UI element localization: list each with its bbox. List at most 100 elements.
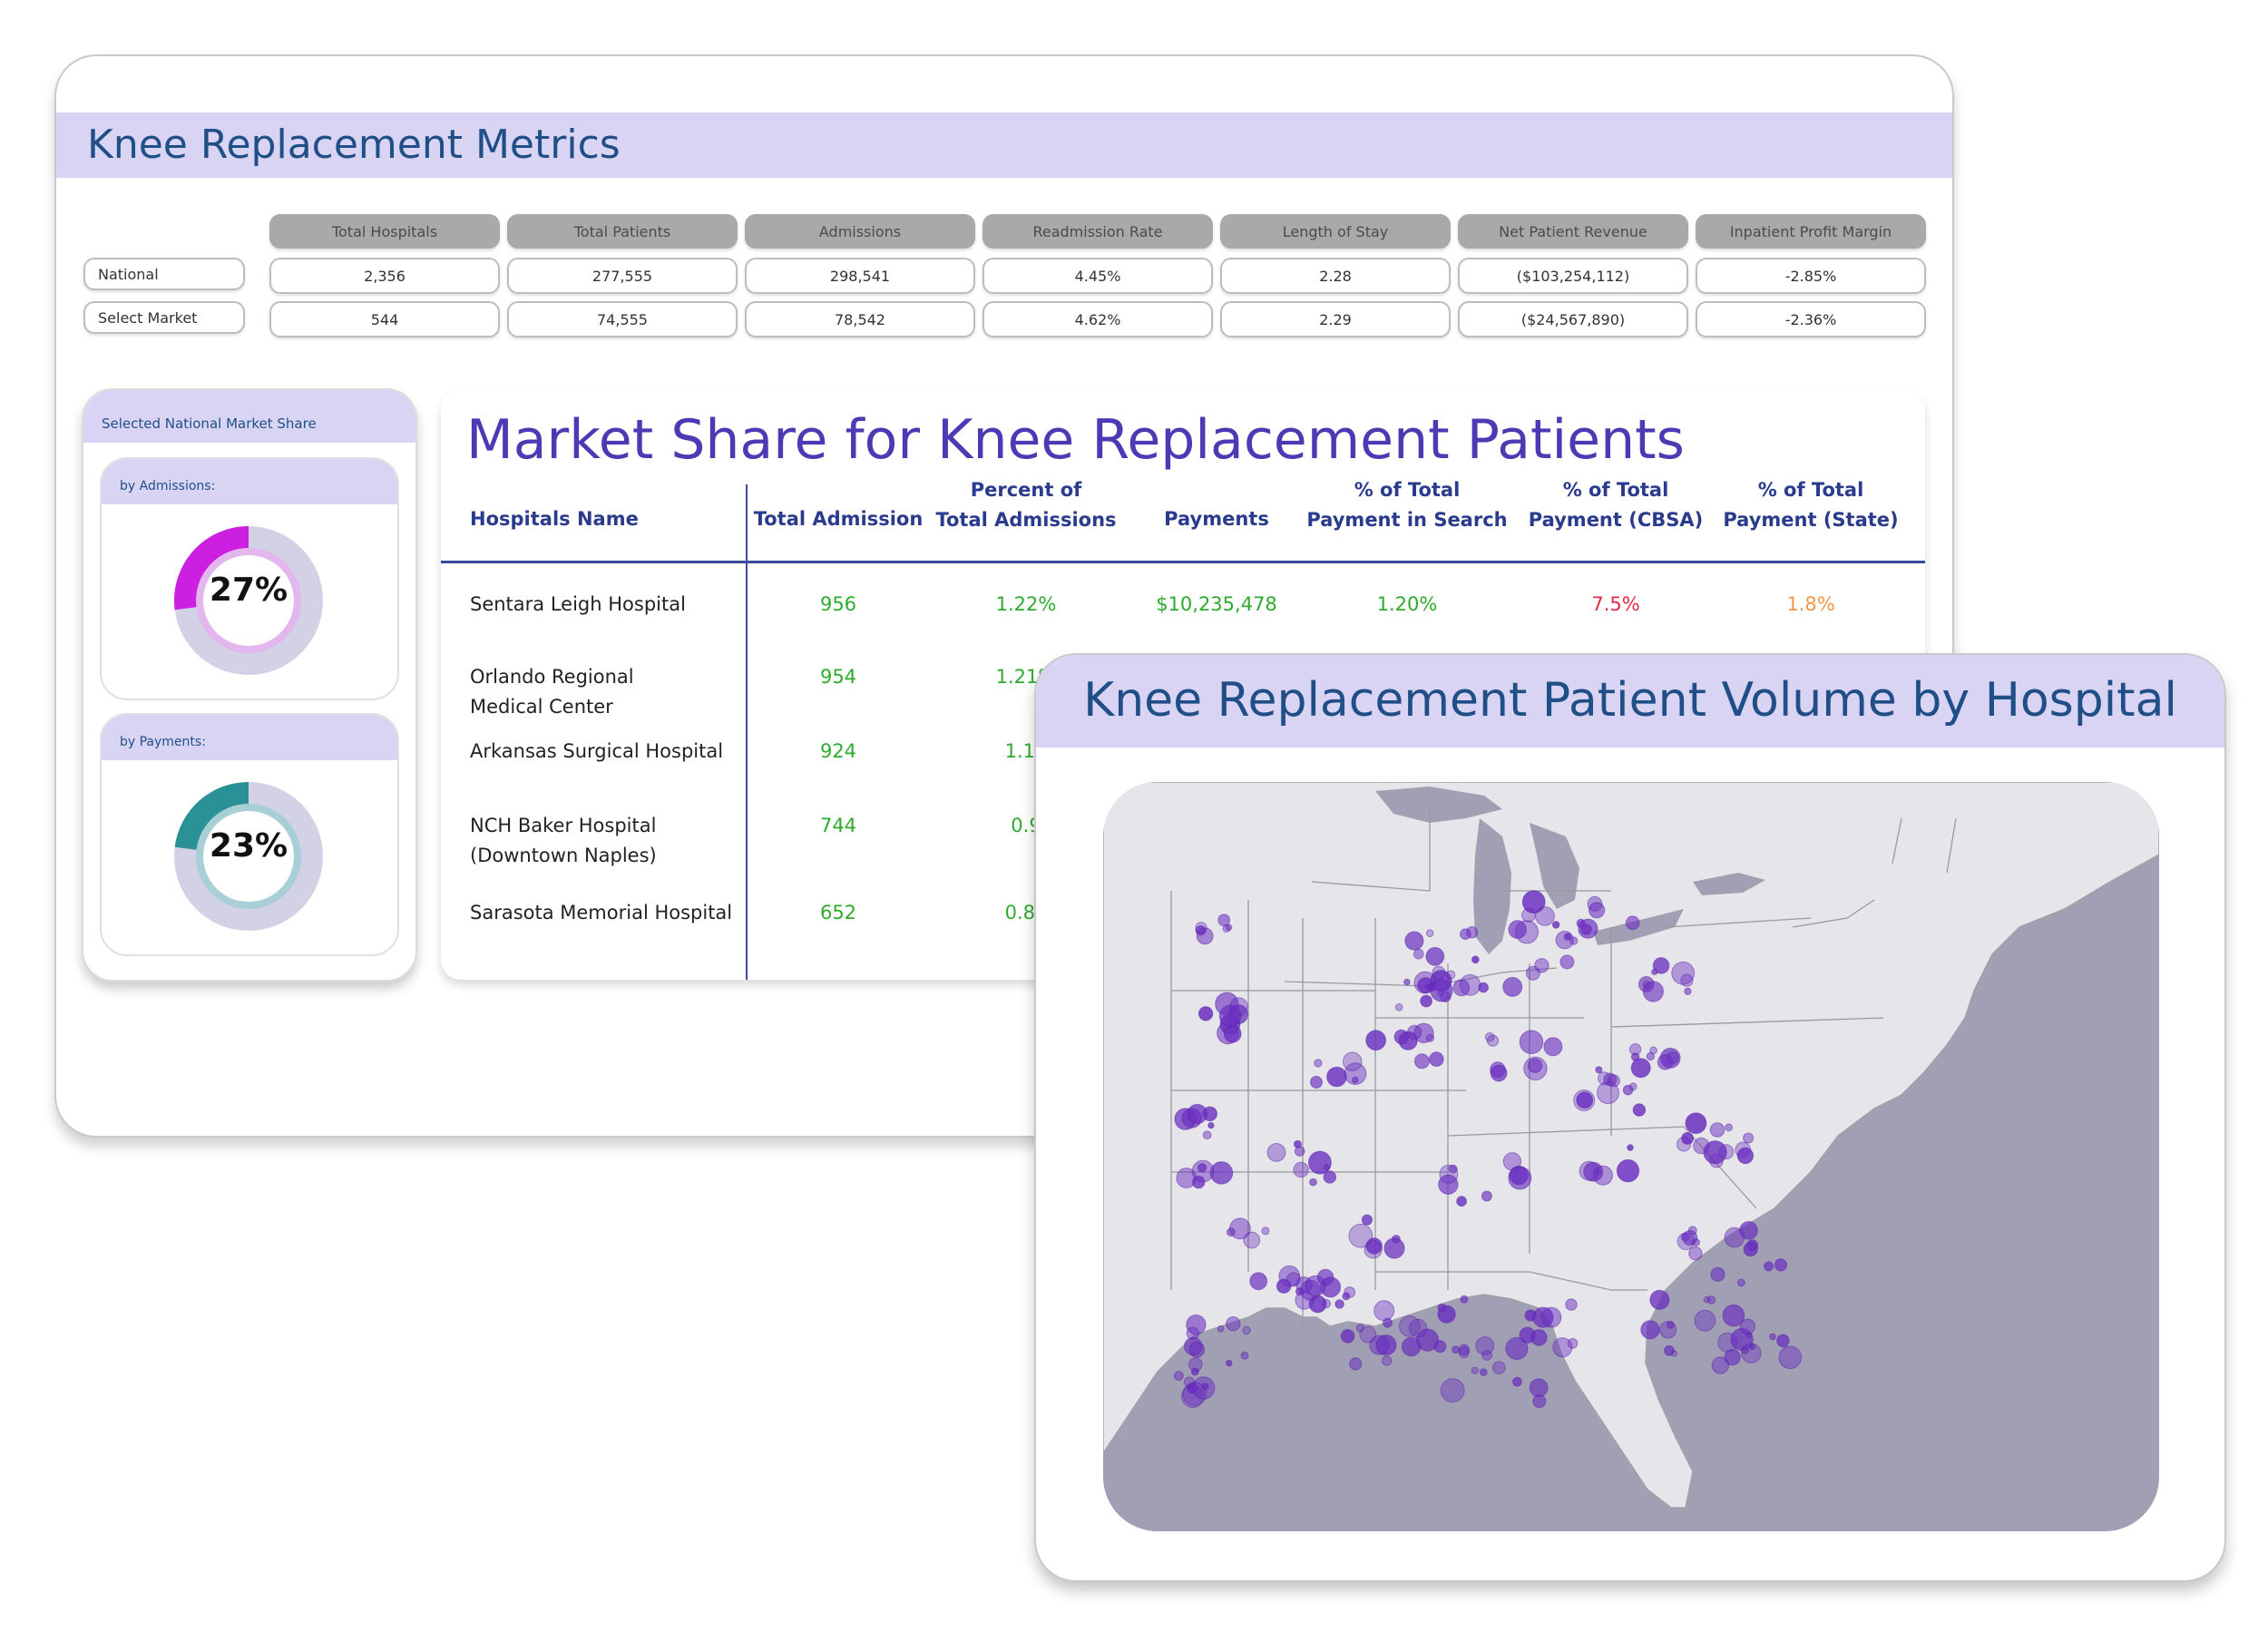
hospital-bubble[interactable] <box>1764 1261 1774 1272</box>
hospital-bubble[interactable] <box>1478 982 1490 993</box>
hospital-bubble[interactable] <box>1512 1376 1522 1387</box>
hospital-bubble[interactable] <box>1529 1378 1549 1398</box>
hospital-bubble[interactable] <box>1458 1346 1470 1359</box>
hospital-bubble[interactable] <box>1425 946 1445 966</box>
hospital-bubble[interactable] <box>1344 1286 1356 1298</box>
hospital-bubble[interactable] <box>1186 1326 1200 1340</box>
hospital-bubble[interactable] <box>1642 981 1665 1002</box>
hospital-bubble[interactable] <box>1632 1103 1647 1117</box>
hospital-bubble[interactable] <box>1481 1350 1493 1361</box>
hospital-bubble[interactable] <box>1223 1024 1242 1043</box>
hospital-bubble[interactable] <box>1249 1272 1268 1291</box>
hospital-bubble[interactable] <box>1471 1366 1479 1374</box>
hospital-bubble[interactable] <box>1475 1336 1495 1355</box>
hospital-bubble[interactable] <box>1651 968 1658 975</box>
hospital-bubble[interactable] <box>1413 1022 1434 1043</box>
hospital-bubble[interactable] <box>1563 933 1572 941</box>
hospital-bubble[interactable] <box>1743 1132 1755 1144</box>
hospital-bubble[interactable] <box>1229 997 1248 1016</box>
hospital-bubble[interactable] <box>1628 1082 1637 1091</box>
hospital-bubble[interactable] <box>1184 1376 1195 1388</box>
hospital-bubble[interactable] <box>1192 1376 1216 1400</box>
hospital-bubble[interactable] <box>1351 1076 1359 1084</box>
hospital-bubble[interactable] <box>1456 1196 1468 1207</box>
hospital-bubble[interactable] <box>1687 1226 1697 1236</box>
hospital-bubble[interactable] <box>1438 1174 1459 1195</box>
hospital-bubble[interactable] <box>1579 1160 1599 1181</box>
hospital-bubble[interactable] <box>1432 965 1446 980</box>
hospital-bubble[interactable] <box>1439 1164 1459 1184</box>
hospital-bubble[interactable] <box>1459 973 1481 996</box>
hospital-bubble[interactable] <box>1305 1275 1326 1297</box>
hospital-bubble[interactable] <box>1519 1030 1544 1055</box>
hospital-bubble[interactable] <box>1340 1329 1355 1344</box>
hospital-bubble[interactable] <box>1552 1337 1573 1358</box>
hospital-bubble[interactable] <box>1598 1071 1611 1086</box>
hospital-bubble[interactable] <box>1383 1237 1405 1259</box>
hospital-bubble[interactable] <box>1630 1058 1651 1079</box>
hospital-bubble[interactable] <box>1374 1300 1395 1322</box>
hospital-bubble[interactable] <box>1413 1053 1430 1070</box>
hospital-bubble[interactable] <box>1480 1368 1488 1377</box>
hospital-bubble[interactable] <box>1310 1075 1323 1089</box>
hospital-bubble[interactable] <box>1774 1258 1788 1272</box>
hospital-bubble[interactable] <box>1576 1091 1594 1109</box>
hospital-bubble[interactable] <box>1508 1166 1532 1190</box>
hospital-bubble[interactable] <box>1173 1371 1184 1382</box>
hospital-volume-map[interactable] <box>1103 782 2159 1531</box>
hospital-bubble[interactable] <box>1722 1304 1745 1327</box>
hospital-bubble[interactable] <box>1778 1345 1803 1370</box>
hospital-bubble[interactable] <box>1261 1226 1270 1236</box>
hospital-bubble[interactable] <box>1401 1336 1422 1357</box>
hospital-bubble[interactable] <box>1670 1350 1678 1357</box>
hospital-bubble[interactable] <box>1365 1030 1387 1051</box>
hospital-bubble[interactable] <box>1196 927 1214 945</box>
hospital-bubble[interactable] <box>1688 1246 1703 1261</box>
hospital-bubble[interactable] <box>1649 1289 1670 1310</box>
hospital-bubble[interactable] <box>1309 1178 1317 1187</box>
hospital-bubble[interactable] <box>1676 1137 1692 1152</box>
hospital-bubble[interactable] <box>1776 1334 1790 1348</box>
hospital-bubble[interactable] <box>1534 958 1549 973</box>
hospital-bubble[interactable] <box>1413 948 1424 960</box>
hospital-bubble[interactable] <box>1369 1334 1390 1355</box>
hospital-bubble[interactable] <box>1294 1146 1305 1157</box>
hospital-bubble[interactable] <box>1293 1161 1309 1178</box>
hospital-bubble[interactable] <box>1627 1144 1634 1151</box>
hospital-bubble[interactable] <box>1393 1029 1409 1045</box>
hospital-bubble[interactable] <box>1535 906 1555 926</box>
hospital-bubble[interactable] <box>1589 902 1606 919</box>
hospital-bubble[interactable] <box>1607 1074 1620 1088</box>
hospital-bubble[interactable] <box>1743 1241 1758 1257</box>
hospital-bubble[interactable] <box>1408 1318 1428 1338</box>
hospital-bubble[interactable] <box>1404 931 1424 951</box>
hospital-bubble[interactable] <box>1769 1333 1776 1341</box>
hospital-bubble[interactable] <box>1207 1121 1215 1129</box>
hospital-bubble[interactable] <box>1197 1163 1207 1173</box>
hospital-bubble[interactable] <box>1595 1066 1603 1074</box>
hospital-bubble[interactable] <box>1694 1309 1716 1332</box>
hospital-bubble[interactable] <box>1711 1356 1729 1374</box>
hospital-bubble[interactable] <box>1555 931 1574 950</box>
hospital-bubble[interactable] <box>1446 970 1456 980</box>
hospital-bubble[interactable] <box>1737 1278 1745 1287</box>
hospital-bubble[interactable] <box>1724 1226 1745 1248</box>
hospital-bubble[interactable] <box>1684 987 1692 996</box>
hospital-bubble[interactable] <box>1521 890 1546 914</box>
hospital-bubble[interactable] <box>1739 1318 1756 1334</box>
hospital-bubble[interactable] <box>1616 1158 1640 1183</box>
hospital-bubble[interactable] <box>1242 1325 1251 1335</box>
hospital-bubble[interactable] <box>1440 1378 1465 1403</box>
hospital-bubble[interactable] <box>1484 1032 1495 1042</box>
hospital-bubble[interactable] <box>1202 1130 1212 1140</box>
hospital-bubble[interactable] <box>1527 1058 1543 1073</box>
hospital-bubble[interactable] <box>1505 1336 1529 1361</box>
hospital-bubble[interactable] <box>1703 1140 1727 1165</box>
hospital-bubble[interactable] <box>1381 1355 1393 1366</box>
hospital-bubble[interactable] <box>1625 915 1640 931</box>
hospital-bubble[interactable] <box>1521 907 1536 923</box>
hospital-bubble[interactable] <box>1448 1164 1458 1174</box>
hospital-bubble[interactable] <box>1359 1325 1377 1344</box>
hospital-bubble[interactable] <box>1741 1345 1749 1354</box>
hospital-bubble[interactable] <box>1657 1054 1674 1070</box>
